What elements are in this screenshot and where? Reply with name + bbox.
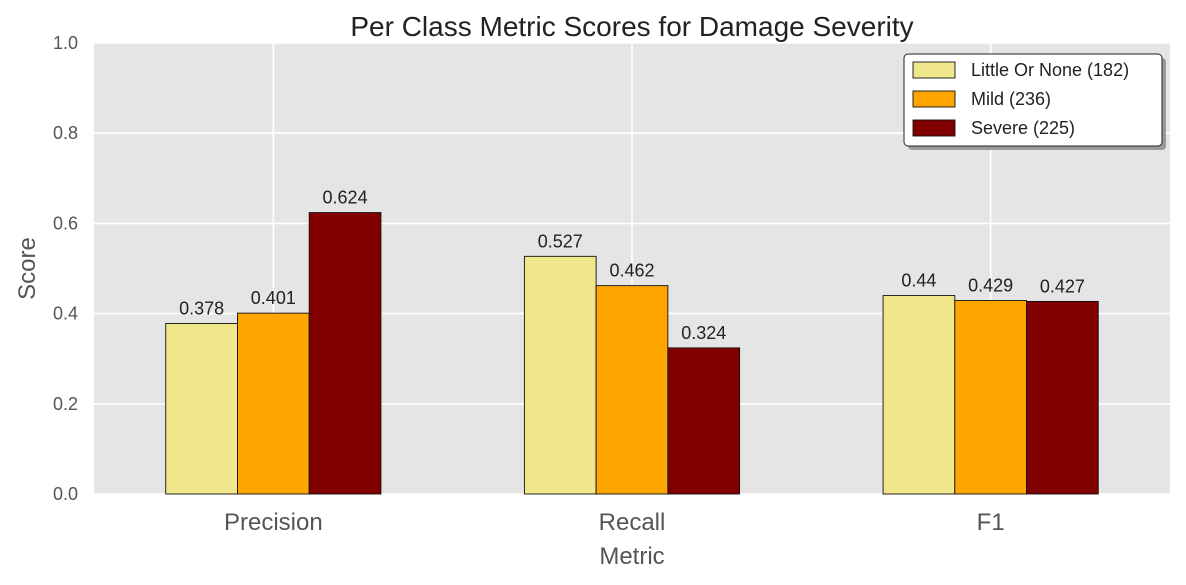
y-axis-label: Score xyxy=(14,237,41,300)
bar xyxy=(308,212,382,495)
legend-swatch xyxy=(912,119,956,137)
y-tick-label: 0.4 xyxy=(53,304,78,324)
bar xyxy=(595,285,669,495)
x-tick-label: Precision xyxy=(224,509,323,536)
legend-label: Mild (236) xyxy=(971,89,1051,109)
bar xyxy=(954,300,1027,495)
legend-swatch xyxy=(912,90,956,108)
bar xyxy=(667,347,741,495)
y-tick-label: 0.0 xyxy=(53,484,78,504)
bar-value-label: 0.324 xyxy=(681,323,726,343)
x-tick-label: Recall xyxy=(599,509,666,536)
y-tick-label: 0.2 xyxy=(53,394,78,414)
legend-swatch xyxy=(912,61,956,79)
bar-value-label: 0.401 xyxy=(251,288,296,308)
bar xyxy=(165,323,238,495)
legend: Little Or None (182) Mild (236) Severe (22… xyxy=(903,53,1166,150)
bar-value-label: 0.429 xyxy=(968,276,1013,296)
bar xyxy=(1026,300,1099,495)
y-tick-label: 1.0 xyxy=(53,33,78,53)
x-axis-label: Metric xyxy=(599,543,664,570)
bar-value-label: 0.462 xyxy=(609,261,654,281)
bars xyxy=(165,212,1099,495)
bar-value-label: 0.44 xyxy=(901,271,936,291)
y-tick-label: 0.8 xyxy=(53,123,78,143)
legend-box xyxy=(903,53,1163,147)
chart-title: Per Class Metric Scores for Damage Sever… xyxy=(350,11,913,42)
bar-value-label: 0.624 xyxy=(323,188,368,208)
value-labels: 0.378 0.401 0.624 0.527 0.462 0.324 0.44 0.429 0… xyxy=(179,188,1085,343)
bar-value-label: 0.427 xyxy=(1040,276,1085,296)
bar xyxy=(523,255,597,495)
x-tick-label: F1 xyxy=(977,509,1005,536)
bar xyxy=(882,295,956,495)
legend-label: Severe (225) xyxy=(971,118,1075,138)
y-tick-label: 0.6 xyxy=(53,213,78,233)
bar-value-label: 0.378 xyxy=(179,299,224,319)
x-tick-labels: Precision Recall F1 xyxy=(224,509,1005,536)
bar-value-label: 0.527 xyxy=(538,231,583,251)
legend-label: Little Or None (182) xyxy=(971,60,1129,80)
y-tick-labels: 0.0 0.2 0.4 0.6 0.8 1.0 xyxy=(53,33,78,504)
bar xyxy=(237,312,310,495)
